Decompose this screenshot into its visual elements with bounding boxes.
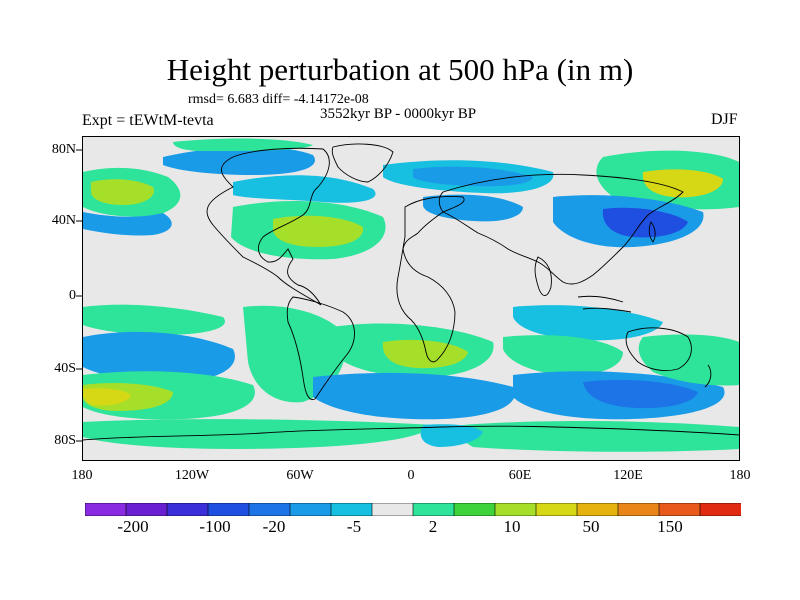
field-indian-ocean-green bbox=[503, 335, 623, 376]
time-period-label: 3552kyr BP - 0000kyr BP bbox=[320, 106, 477, 122]
coast-north-america bbox=[206, 147, 330, 306]
field-sh-pacific-core bbox=[83, 388, 131, 406]
coast-india bbox=[534, 256, 552, 296]
field-tropical-blue bbox=[513, 305, 663, 341]
field-sh-indian-core bbox=[583, 379, 698, 409]
field-south-pacific-east-green bbox=[638, 334, 739, 386]
field-nh-pacific-west-core bbox=[91, 179, 154, 205]
lat-tick-80s: 80S bbox=[54, 433, 76, 448]
map-title: Height perturbation at 500 hPa (in m) bbox=[166, 52, 634, 87]
colorbar-label: -5 bbox=[346, 517, 362, 536]
colorbar-swatch bbox=[166, 503, 209, 516]
lon-tick-180e: 180 bbox=[729, 468, 751, 483]
lat-tick-marks bbox=[76, 149, 82, 442]
colorbar-label: 150 bbox=[657, 517, 683, 536]
colorbar-swatch bbox=[371, 503, 414, 516]
field-japan-core bbox=[602, 207, 688, 238]
colorbar-swatch bbox=[453, 503, 496, 516]
colorbar-label: 2 bbox=[428, 517, 438, 536]
map-panel bbox=[82, 136, 740, 461]
colorbar-swatch bbox=[207, 503, 250, 516]
coastlines bbox=[83, 143, 739, 441]
lon-tick-60e: 60E bbox=[508, 468, 532, 483]
rmsd-stats: rmsd= 6.683 diff= -4.14172e-08 bbox=[188, 92, 369, 107]
colorbar-label: -20 bbox=[262, 517, 286, 536]
coast-antarctica bbox=[83, 425, 739, 441]
colorbar-swatch bbox=[699, 503, 741, 516]
field-antarctic-green bbox=[83, 419, 433, 449]
lat-tick-0: 0 bbox=[69, 288, 76, 303]
lon-tick-60w: 60W bbox=[286, 468, 314, 483]
field-arctic-green bbox=[173, 138, 313, 151]
anomaly-fields bbox=[83, 138, 739, 452]
field-siberia-mid bbox=[413, 166, 533, 187]
coast-south-america bbox=[286, 296, 355, 400]
field-nh-atlantic-blue bbox=[233, 175, 376, 203]
colorbar-label: -100 bbox=[199, 517, 231, 536]
coast-new-zealand bbox=[704, 364, 712, 388]
lat-tick-80n: 80N bbox=[51, 142, 76, 157]
colorbar-swatch bbox=[658, 503, 701, 516]
field-tropical-green-west bbox=[83, 304, 225, 335]
lon-tick-0: 0 bbox=[407, 468, 415, 483]
colorbar-swatch bbox=[248, 503, 291, 516]
coast-greenland bbox=[331, 143, 394, 183]
coast-indonesia bbox=[577, 295, 632, 313]
field-nh-pacific-blue bbox=[83, 212, 172, 236]
colorbar-label: 10 bbox=[503, 517, 521, 536]
coast-asia bbox=[438, 173, 684, 285]
field-antarctic-east-blue bbox=[420, 424, 483, 447]
colorbar-swatch bbox=[330, 503, 373, 516]
field-nh-atlantic-core bbox=[273, 215, 364, 247]
season-label: DJF bbox=[711, 111, 738, 128]
contour-map bbox=[83, 137, 739, 460]
colorbar-swatch bbox=[576, 503, 619, 516]
colorbar-label: -200 bbox=[117, 517, 149, 536]
experiment-label: Expt = tEWtM-tevta bbox=[82, 112, 214, 129]
colorbar-label: 50 bbox=[582, 517, 600, 536]
field-npacific-yellow bbox=[642, 169, 723, 198]
colorbar-swatch bbox=[412, 503, 455, 516]
lat-tick-40n: 40N bbox=[51, 213, 76, 228]
coast-japan bbox=[648, 221, 656, 243]
lon-tick-180w: 180 bbox=[71, 468, 93, 483]
colorbar-swatch bbox=[535, 503, 578, 516]
field-southern-ocean-blue bbox=[313, 372, 515, 420]
field-sh-pacific-blue bbox=[83, 331, 235, 382]
lat-tick-40s: 40S bbox=[54, 361, 76, 376]
coast-australia bbox=[625, 327, 692, 372]
field-arctic-blue bbox=[163, 146, 315, 175]
lon-tick-120w: 120W bbox=[174, 468, 210, 483]
colorbar-swatch bbox=[289, 503, 332, 516]
colorbar bbox=[85, 503, 741, 516]
colorbar-swatch bbox=[125, 503, 168, 516]
colorbar-swatch bbox=[85, 503, 127, 516]
lon-tick-120e: 120E bbox=[613, 468, 643, 483]
field-antarctic-east-green bbox=[459, 421, 739, 452]
colorbar-swatch bbox=[617, 503, 660, 516]
colorbar-swatch bbox=[494, 503, 537, 516]
